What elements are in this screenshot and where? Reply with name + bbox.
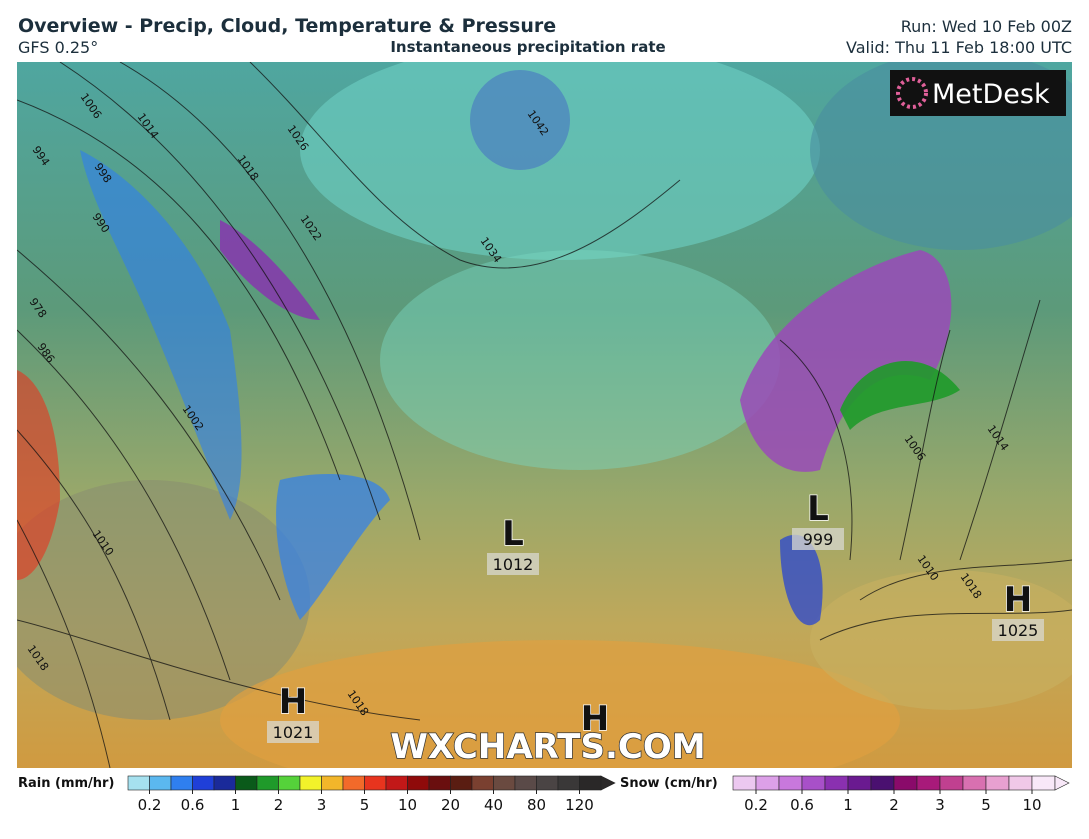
legend-title: Snow (cm/hr) — [620, 776, 718, 791]
center-letter: L — [502, 514, 524, 554]
legend-swatch — [893, 775, 918, 791]
legend-swatch — [321, 775, 344, 791]
legend-swatch — [962, 775, 987, 791]
legend-tick: 2 — [889, 796, 899, 814]
legend-tick: 2 — [274, 796, 284, 814]
legend-swatch — [213, 775, 236, 791]
legend-swatch — [824, 775, 849, 791]
legend-tick: 80 — [527, 796, 546, 814]
legend-tick: 5 — [981, 796, 991, 814]
title: Overview - Precip, Cloud, Temperature & … — [18, 15, 556, 37]
legend-swatch — [450, 775, 473, 791]
legend-swatch — [170, 775, 193, 791]
legend-swatch — [407, 775, 430, 791]
center-value: 1021 — [273, 723, 314, 742]
center-letter: H — [279, 682, 307, 722]
center-value: 1012 — [493, 555, 534, 574]
legend-tick: 120 — [565, 796, 594, 814]
legends: Rain (mm/hr) 0.2 0.6 1 2 3 5 10 20 40 80 120 Snow (c… — [18, 775, 1070, 814]
logo-icon — [896, 77, 928, 109]
legend-swatch — [385, 775, 408, 791]
legend-swatch — [149, 775, 172, 791]
legend-tick: 1 — [231, 796, 241, 814]
logo: MetDesk — [932, 79, 1050, 110]
legend-swatch — [256, 775, 279, 791]
center-value: 1025 — [998, 621, 1039, 640]
legend-swatch — [732, 775, 757, 791]
legend-swatch — [916, 775, 941, 791]
center-value-box — [267, 721, 319, 743]
logo-box — [890, 70, 1066, 116]
legend-tick: 20 — [441, 796, 460, 814]
legend-swatch — [299, 775, 322, 791]
legend-swatch — [536, 775, 559, 791]
legend-swatch — [428, 775, 451, 791]
center-value-box — [792, 528, 844, 550]
legend-arrow — [1054, 775, 1070, 791]
legend-swatch — [235, 775, 258, 791]
legend-swatch — [579, 775, 602, 791]
watermark: WXCHARTS.COM — [390, 727, 705, 767]
legend-tick: 10 — [1022, 796, 1041, 814]
legend-swatch — [192, 775, 215, 791]
legend-swatch — [557, 775, 580, 791]
legend-tick: 0.6 — [790, 796, 814, 814]
legend-tick: 40 — [484, 796, 503, 814]
legend-swatch — [471, 775, 494, 791]
legend-swatch — [985, 775, 1010, 791]
legend-tick: 0.2 — [744, 796, 768, 814]
legend-tick: 3 — [935, 796, 945, 814]
run-time: Run: Wed 10 Feb 00Z — [901, 17, 1072, 36]
legend-swatch — [870, 775, 895, 791]
legend-swatch — [801, 775, 826, 791]
map — [17, 62, 1072, 768]
legend-tick: 0.2 — [138, 796, 162, 814]
legend-tick: 1 — [843, 796, 853, 814]
legend-swatch — [493, 775, 516, 791]
legend-swatch — [127, 775, 150, 791]
center-value-box — [487, 553, 539, 575]
legend-swatch — [939, 775, 964, 791]
legend-tick: 3 — [317, 796, 327, 814]
legend-arrow — [600, 775, 616, 791]
legend-swatch — [1008, 775, 1033, 791]
valid-time: Valid: Thu 11 Feb 18:00 UTC — [846, 38, 1072, 57]
legend-tick: 0.6 — [181, 796, 205, 814]
legend-title: Rain (mm/hr) — [18, 776, 114, 791]
legend-swatch — [342, 775, 365, 791]
legend-swatch — [364, 775, 387, 791]
legend-tick: 10 — [398, 796, 417, 814]
subtitle: Instantaneous precipitation rate — [390, 38, 665, 56]
legend-swatch — [1031, 775, 1056, 791]
center-letter: H — [581, 699, 609, 739]
center-letter: H — [1004, 580, 1032, 620]
legend-swatch — [778, 775, 803, 791]
center-letter: L — [807, 489, 829, 529]
legend-swatch — [278, 775, 301, 791]
legend-tick: 5 — [360, 796, 370, 814]
legend-swatch — [847, 775, 872, 791]
center-value-box — [992, 619, 1044, 641]
model: GFS 0.25° — [18, 38, 98, 57]
legend-swatch — [755, 775, 780, 791]
legend-swatch — [514, 775, 537, 791]
center-value: 999 — [803, 530, 834, 549]
